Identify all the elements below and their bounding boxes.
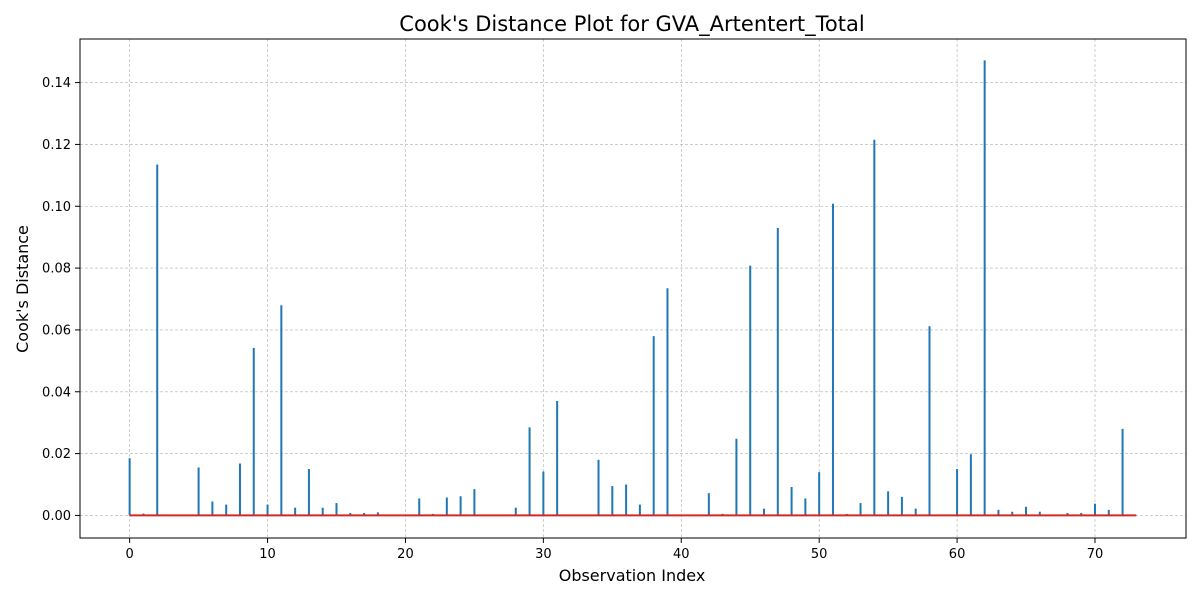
y-tick-label: 0.06 bbox=[42, 323, 71, 338]
plot-frame bbox=[79, 38, 1187, 539]
y-tick-label: 0.02 bbox=[42, 447, 71, 462]
y-tick-label: 0.10 bbox=[42, 200, 71, 215]
y-tick-label: 0.08 bbox=[42, 262, 71, 277]
grid-lines bbox=[80, 39, 1186, 538]
chart-title: Cook's Distance Plot for GVA_Artentert_T… bbox=[399, 12, 864, 37]
x-tick-label: 60 bbox=[949, 547, 966, 562]
x-axis-label: Observation Index bbox=[559, 566, 706, 585]
y-tick-label: 0.00 bbox=[42, 509, 71, 524]
x-tick-label: 0 bbox=[126, 547, 134, 562]
y-tick-label: 0.14 bbox=[42, 76, 71, 91]
x-tick-label: 50 bbox=[811, 547, 828, 562]
x-tick-label: 30 bbox=[535, 547, 552, 562]
y-axis-label: Cook's Distance bbox=[13, 225, 32, 353]
x-tick-label: 40 bbox=[673, 547, 690, 562]
x-tick-label: 70 bbox=[1087, 547, 1104, 562]
x-tick-label: 20 bbox=[397, 547, 414, 562]
y-tick-label: 0.12 bbox=[42, 138, 71, 153]
x-axis-ticks: 0 10 20 30 40 50 60 70 bbox=[126, 538, 1104, 562]
stem-series bbox=[128, 60, 1124, 516]
x-tick-label: 10 bbox=[259, 547, 276, 562]
y-tick-label: 0.04 bbox=[42, 385, 71, 400]
y-axis-ticks: 0.00 0.02 0.04 0.06 0.08 0.10 0.12 0.14 bbox=[42, 76, 80, 524]
